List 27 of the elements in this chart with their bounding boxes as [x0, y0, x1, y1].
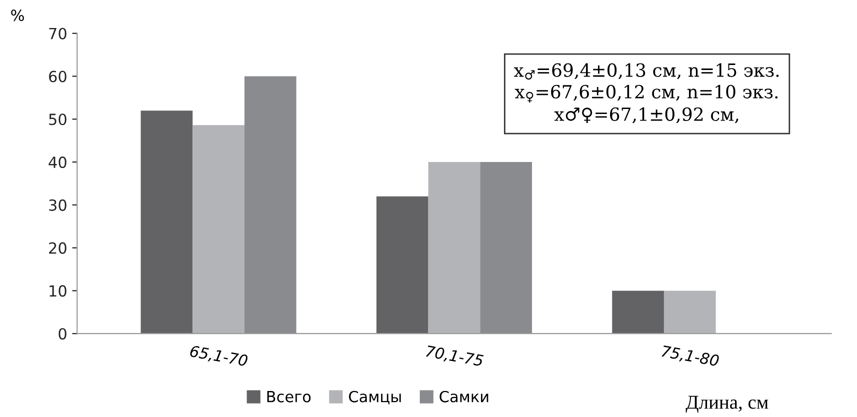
legend-label: Самцы: [349, 390, 401, 404]
y-tick-label: 20: [49, 242, 66, 254]
y-tick-label: 30: [49, 199, 66, 211]
bar: [428, 162, 480, 334]
x-tick-label: 70,1-75: [426, 345, 484, 368]
y-tick-label: 60: [49, 70, 66, 82]
y-tick-label: 10: [50, 285, 66, 297]
x-tick-label: 65,1-70: [189, 345, 248, 368]
y-axis-title: %: [11, 10, 24, 22]
x-axis-title: Длина, см: [686, 396, 768, 413]
legend-label: Всего: [267, 391, 311, 402]
y-tick-label: 40: [48, 156, 66, 168]
bar: [140, 110, 193, 334]
y-tick-label: 50: [49, 114, 66, 126]
bar: [612, 290, 664, 334]
x-tick-label: 75,1-80: [661, 345, 720, 368]
annotation: x♂♀=67,1±0,92 см,: [554, 107, 738, 124]
y-tick-label: 70: [49, 28, 66, 40]
annotation: x$_{♀}$=67,6±0,12 см, n=10 экз.: [514, 84, 778, 103]
bar: [376, 196, 428, 334]
y-tick-label: 0: [58, 328, 66, 340]
bar: [664, 290, 716, 334]
bar: [244, 76, 296, 334]
bar: [192, 125, 244, 334]
legend-label: Самки: [440, 390, 488, 402]
bar: [480, 162, 532, 334]
annotation: x$_{♂}$=69,4±0,13 см, n=15 экз.: [514, 63, 779, 80]
